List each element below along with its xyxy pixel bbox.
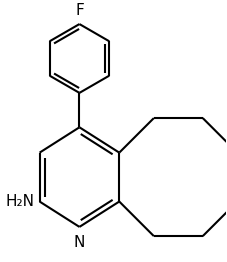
Text: H₂N: H₂N — [5, 194, 34, 209]
Text: F: F — [75, 3, 84, 18]
Text: N: N — [73, 235, 85, 250]
